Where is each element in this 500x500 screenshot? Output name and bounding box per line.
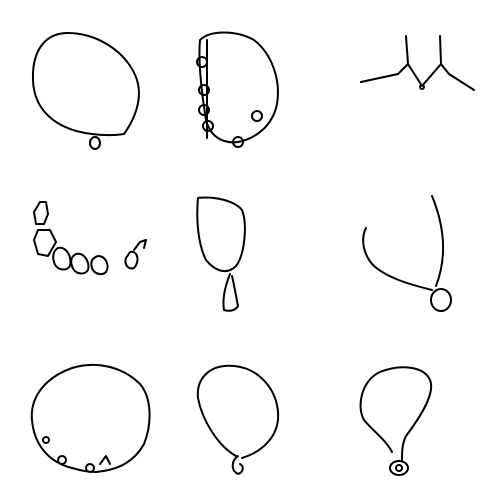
bead-icon <box>232 136 244 148</box>
charm-icon <box>85 463 95 473</box>
necklace-outline-icon <box>31 31 140 137</box>
necklace-outline-icon <box>198 31 279 144</box>
pendant-icon <box>419 84 425 90</box>
necklace-v-chain-icon <box>407 63 442 87</box>
sketch-cell-8 <box>196 364 280 475</box>
bead-icon <box>90 255 109 276</box>
pendant-icon <box>231 455 244 475</box>
pendant-icon <box>430 288 452 312</box>
necklace-outline-icon <box>30 363 151 473</box>
bead-icon <box>202 120 214 132</box>
charm-icon <box>42 436 50 444</box>
sketch-cell-6 <box>362 195 452 312</box>
sketch-cell-1 <box>31 31 140 150</box>
sketch-cell-2 <box>196 31 279 148</box>
left-chain-icon <box>362 227 433 291</box>
right-chain-icon <box>431 195 444 287</box>
left-collar-line-icon <box>360 35 409 83</box>
bead-icon <box>33 229 57 257</box>
sketch-cell-9 <box>359 366 433 476</box>
necklace-outline-icon <box>196 364 280 459</box>
right-collar-line-icon <box>439 35 475 91</box>
pendant-icon <box>89 136 101 150</box>
sketch-cell-3 <box>360 35 475 91</box>
bead-icon <box>251 110 263 122</box>
bead-icon <box>196 56 208 68</box>
necklace-outline-icon <box>359 366 433 461</box>
sketch-cell-4 <box>33 201 147 276</box>
sketch-cell-7 <box>30 363 151 473</box>
tassel-icon <box>222 273 239 312</box>
bead-icon <box>198 104 210 116</box>
sketch-cell-5 <box>196 196 246 312</box>
pendant-icon <box>389 460 409 476</box>
bead-icon <box>198 84 210 96</box>
pendant-inner-icon <box>395 464 403 472</box>
loop-outline-icon <box>196 196 246 273</box>
charm-hook-icon <box>99 455 111 465</box>
clasp-hook-icon <box>133 239 147 251</box>
bead-icon <box>70 252 90 275</box>
bead-icon <box>124 250 139 270</box>
bead-icon <box>33 201 49 225</box>
charm-icon <box>57 455 67 465</box>
bead-icon <box>52 246 72 271</box>
